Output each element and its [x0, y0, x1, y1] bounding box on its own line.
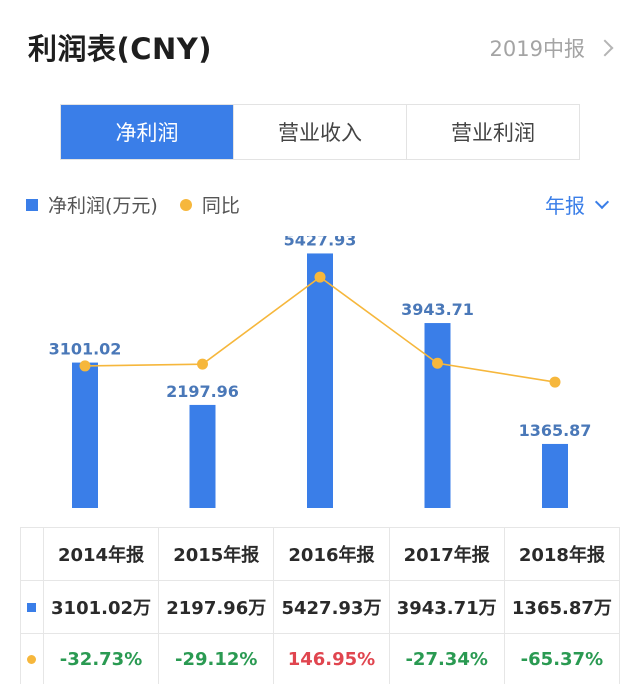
tab-net-profit[interactable]: 净利润 [61, 105, 233, 159]
report-period-selector[interactable]: 2019中报 [489, 33, 614, 63]
bar-2017年报[interactable] [424, 323, 451, 508]
page-title: 利润表(CNY) [28, 32, 213, 66]
yoy-cell: 146.95% [273, 634, 388, 684]
bar-value-label: 1365.87 [519, 421, 592, 440]
table-header-row: 2014年报 2015年报 2016年报 2017年报 2018年报 [21, 528, 619, 581]
yoy-point-2014年报[interactable] [79, 360, 91, 372]
bar-value-label: 3943.71 [401, 300, 474, 319]
tab-operating-profit[interactable]: 营业利润 [406, 105, 579, 159]
table-header-cell: 2014年报 [42, 528, 158, 580]
table-row-marker [21, 581, 43, 633]
data-table: 2014年报 2015年报 2016年报 2017年报 2018年报 3101.… [20, 527, 620, 684]
line-legend-dot-icon [179, 198, 192, 211]
bar-2018年报[interactable] [542, 443, 568, 508]
chart-svg: 3101.02 2197.96 5427.93 3943.71 1365.87 [49, 236, 592, 508]
profit-cell: 3101.02万 [42, 581, 158, 633]
bar-2016年报[interactable] [307, 253, 333, 508]
chevron-down-icon [594, 194, 610, 209]
frequency-label: 年报 [545, 194, 585, 218]
table-row-yoy: -32.73% -29.12% 146.95% -27.34% -65.37% [21, 634, 619, 684]
chart-legend: 净利润(万元) 同比 [26, 191, 240, 218]
net-profit-chart: 3101.02 2197.96 5427.93 3943.71 1365.87 [0, 236, 641, 512]
table-header-cell: 2016年报 [273, 528, 388, 580]
bar-value-label: 5427.93 [284, 236, 357, 249]
chevron-right-icon [596, 39, 614, 57]
bar-2015年报[interactable] [189, 404, 216, 508]
bar-value-label: 2197.96 [166, 382, 239, 401]
yoy-point-2015年报[interactable] [197, 358, 208, 370]
bar-marker-icon [27, 602, 37, 612]
profit-cell: 2197.96万 [158, 581, 273, 633]
yoy-cell: -27.34% [388, 634, 504, 684]
bar-2014年报[interactable] [72, 362, 98, 508]
yoy-cell: -29.12% [158, 634, 273, 684]
table-header-cell: 2017年报 [388, 528, 504, 580]
bar-legend-square-icon [26, 198, 38, 211]
profit-cell: 3943.71万 [388, 581, 504, 633]
yoy-point-2018年报[interactable] [549, 376, 561, 388]
yoy-point-2017年报[interactable] [432, 357, 443, 369]
yoy-cell: -65.37% [503, 634, 619, 684]
bar-value-label: 3101.02 [49, 340, 122, 359]
report-period-label: 2019中报 [489, 37, 585, 61]
line-marker-icon [27, 655, 37, 664]
header: 利润表(CNY) 2019中报 [0, 0, 641, 92]
table-row-marker [21, 634, 43, 684]
profit-cell: 5427.93万 [273, 581, 388, 633]
frequency-dropdown[interactable]: 年报 [545, 190, 610, 219]
yoy-point-2016年报[interactable] [314, 271, 326, 283]
bar-legend-label: 净利润(万元) [48, 195, 158, 217]
table-header-cell: 2015年报 [158, 528, 273, 580]
tab-revenue[interactable]: 营业收入 [233, 105, 406, 159]
table-row-profit: 3101.02万 2197.96万 5427.93万 3943.71万 1365… [21, 581, 619, 634]
profit-cell: 1365.87万 [503, 581, 619, 633]
table-corner [21, 528, 43, 580]
table-header-cell: 2018年报 [503, 528, 619, 580]
line-legend-label: 同比 [201, 195, 240, 217]
yoy-cell: -32.73% [42, 634, 158, 684]
metric-tabs: 净利润 营业收入 营业利润 [60, 104, 580, 160]
